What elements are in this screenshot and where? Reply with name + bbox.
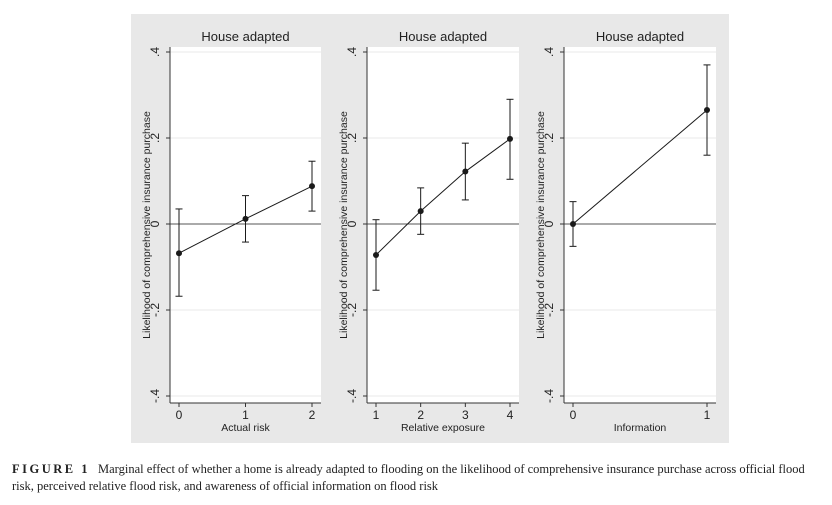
x-tick-label: 3 (462, 408, 469, 422)
chart-panel-3: -.4 -.2 0 .2 .4 0 1 Information Likelihood of co… (525, 14, 729, 443)
x-tick-label: 1 (704, 408, 711, 422)
y-tick-label: -.2 (345, 303, 359, 317)
figure: -.4 -.2 0 .2 .4 0 1 2 Actual risk Likelihood of c… (131, 14, 729, 443)
x-axis-title: Actual risk (221, 422, 270, 434)
y-tick-label: .4 (542, 47, 556, 57)
x-axis-title: Relative exposure (401, 422, 485, 434)
y-tick-label: .2 (345, 133, 359, 143)
data-point (417, 208, 424, 215)
data-point (242, 215, 249, 222)
panel-title: House adapted (201, 29, 289, 44)
data-point (176, 250, 182, 257)
x-tick-label: 1 (373, 408, 380, 422)
panel-title: House adapted (399, 29, 487, 44)
panel-title: House adapted (596, 29, 684, 44)
y-tick-label: -.2 (542, 303, 556, 317)
y-tick-label: .2 (542, 133, 556, 143)
x-tick-label: 4 (507, 408, 514, 422)
y-axis-title: Likelihood of comprehensive insurance pu… (141, 111, 153, 339)
data-point (373, 251, 379, 258)
series-line (375, 138, 511, 256)
y-tick-label: 0 (542, 220, 556, 227)
y-tick-label: .2 (148, 133, 162, 143)
data-point (507, 135, 513, 142)
y-tick-label: 0 (148, 220, 162, 227)
y-axis-title: Likelihood of comprehensive insurance pu… (338, 111, 350, 339)
y-tick-label: .4 (345, 47, 359, 57)
chart-panel-1: -.4 -.2 0 .2 .4 0 1 2 Actual risk Likelihood of c… (131, 14, 334, 443)
y-tick-label: 0 (345, 220, 359, 227)
figure-caption: FIGURE 1 Marginal effect of whether a hom… (12, 461, 824, 495)
y-tick-label: -.4 (148, 389, 162, 403)
chart-panel-2: -.4 -.2 0 .2 .4 1 2 3 4 Relative exposure Likeliho… (328, 14, 531, 443)
y-tick-label: -.2 (148, 303, 162, 317)
series-line (572, 109, 708, 225)
y-tick-label: -.4 (542, 389, 556, 403)
y-tick-label: .4 (148, 47, 162, 57)
x-tick-label: 1 (242, 408, 249, 422)
x-tick-label: 2 (309, 408, 316, 422)
y-tick-label: -.4 (345, 389, 359, 403)
plot-area (564, 47, 716, 403)
x-axis-title: Information (614, 422, 667, 434)
caption-text: Marginal effect of whether a home is alr… (12, 462, 805, 493)
figure-label: FIGURE 1 (12, 462, 90, 476)
data-point (570, 221, 576, 227)
x-tick-label: 0 (176, 408, 183, 422)
data-point (462, 168, 469, 175)
plot-area (367, 47, 519, 403)
data-point (704, 107, 710, 114)
data-point (309, 183, 315, 190)
x-tick-label: 0 (570, 408, 577, 422)
x-tick-label: 2 (417, 408, 424, 422)
y-axis-title: Likelihood of comprehensive insurance pu… (535, 111, 547, 339)
